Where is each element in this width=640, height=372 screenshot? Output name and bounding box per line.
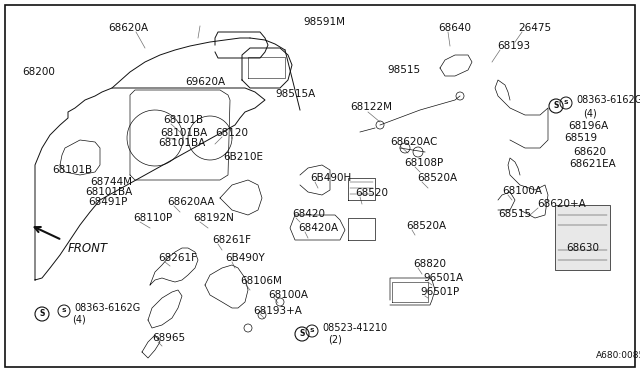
Text: 68106M: 68106M <box>240 276 282 286</box>
Text: 68193+A: 68193+A <box>253 306 302 316</box>
Text: 96501A: 96501A <box>423 273 463 283</box>
Text: (4): (4) <box>583 108 596 118</box>
Text: (4): (4) <box>72 315 86 325</box>
Text: 68820: 68820 <box>413 259 446 269</box>
Text: 68101BA: 68101BA <box>160 128 207 138</box>
Text: 68120: 68120 <box>215 128 248 138</box>
Text: 08523-41210: 08523-41210 <box>322 323 387 333</box>
Text: A680:0085: A680:0085 <box>596 352 640 360</box>
Text: 68630: 68630 <box>566 243 599 253</box>
Text: S: S <box>310 328 314 334</box>
Text: 98515: 98515 <box>387 65 420 75</box>
Text: 68520A: 68520A <box>406 221 446 231</box>
Text: 68261F: 68261F <box>212 235 251 245</box>
Text: 68192N: 68192N <box>193 213 234 223</box>
Text: 68122M: 68122M <box>350 102 392 112</box>
Text: 68100A: 68100A <box>502 186 542 196</box>
Text: 68965: 68965 <box>152 333 185 343</box>
Text: 68101B: 68101B <box>52 165 92 175</box>
Text: 68110P: 68110P <box>133 213 172 223</box>
Text: S: S <box>300 330 305 339</box>
Text: 68200: 68200 <box>22 67 55 77</box>
Text: 68744M: 68744M <box>90 177 132 187</box>
Text: 68101BA: 68101BA <box>85 187 132 197</box>
Text: (2): (2) <box>328 335 342 345</box>
Text: 68491P: 68491P <box>88 197 127 207</box>
Text: 68515: 68515 <box>498 209 531 219</box>
Text: 68193: 68193 <box>497 41 530 51</box>
Text: 68261F: 68261F <box>158 253 197 263</box>
Text: 68108P: 68108P <box>404 158 444 168</box>
Text: 98515A: 98515A <box>275 89 316 99</box>
Text: 68101BA: 68101BA <box>158 138 205 148</box>
Text: 96501P: 96501P <box>420 287 460 297</box>
Text: 6B490Y: 6B490Y <box>225 253 265 263</box>
Text: S: S <box>554 102 559 110</box>
Text: 68420A: 68420A <box>298 223 338 233</box>
Text: 68621EA: 68621EA <box>569 159 616 169</box>
Text: 68196A: 68196A <box>568 121 608 131</box>
Text: 08363-6162G: 08363-6162G <box>576 95 640 105</box>
Text: 68640: 68640 <box>438 23 471 33</box>
Text: 68620+A: 68620+A <box>537 199 586 209</box>
Text: 98591M: 98591M <box>303 17 345 27</box>
Text: 68520A: 68520A <box>417 173 457 183</box>
Text: S: S <box>564 100 568 106</box>
Text: FRONT: FRONT <box>68 241 108 254</box>
Text: 68100A: 68100A <box>268 290 308 300</box>
Text: 68620A: 68620A <box>108 23 148 33</box>
Text: 68519: 68519 <box>564 133 597 143</box>
Text: 08363-6162G: 08363-6162G <box>74 303 140 313</box>
Text: 68620AA: 68620AA <box>167 197 214 207</box>
Text: 26475: 26475 <box>518 23 551 33</box>
Text: 68420: 68420 <box>292 209 325 219</box>
Text: 68101B: 68101B <box>163 115 203 125</box>
Text: 68520: 68520 <box>355 188 388 198</box>
Text: 6B490H: 6B490H <box>310 173 351 183</box>
Text: 68620: 68620 <box>573 147 606 157</box>
Bar <box>555 205 610 270</box>
Text: 68620AC: 68620AC <box>390 137 437 147</box>
Text: S: S <box>61 308 67 314</box>
Text: 6B210E: 6B210E <box>223 152 263 162</box>
Text: 69620A: 69620A <box>185 77 225 87</box>
Text: S: S <box>39 310 45 318</box>
